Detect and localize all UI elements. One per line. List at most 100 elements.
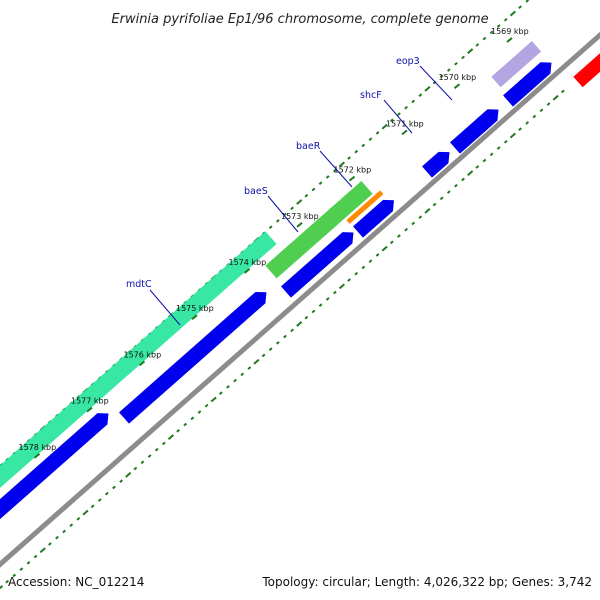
inner-dot — [411, 221, 416, 226]
gene-label-baeR[interactable]: baeR — [296, 141, 321, 152]
inner-dot — [69, 523, 74, 527]
inner-dot — [325, 297, 330, 301]
outer-dot — [354, 149, 359, 154]
inner-dot — [489, 152, 494, 157]
cds-arrow-shape — [353, 199, 394, 238]
inner-dot — [532, 114, 537, 119]
cds-arrow-shape — [422, 151, 450, 178]
inner-dot — [125, 471, 132, 478]
inner-dot — [161, 441, 166, 446]
outer-dot — [389, 118, 394, 123]
inner-dot — [304, 315, 309, 320]
inner-dot — [467, 170, 474, 177]
outer-dot — [482, 36, 487, 41]
inner-dot — [332, 290, 337, 295]
feature-band-lavender-shape — [491, 41, 542, 88]
inner-dot — [461, 177, 465, 182]
outer-dot — [411, 99, 416, 104]
outer-dot — [375, 131, 380, 135]
chromosome-backbone — [0, 31, 600, 568]
inner-dot — [496, 146, 501, 150]
gene-leader-line — [149, 289, 181, 326]
tick-mark — [191, 314, 198, 320]
inner-dot — [296, 321, 303, 327]
inner-dot — [381, 245, 388, 252]
inner-dot — [475, 165, 480, 169]
outer-dot — [347, 156, 351, 160]
inner-dot — [261, 353, 266, 358]
gene-label-shcF[interactable]: shcF — [360, 90, 382, 101]
outer-dot — [268, 225, 273, 229]
cds-arrow — [503, 62, 552, 107]
inner-dot — [389, 240, 394, 245]
inner-dot — [55, 535, 59, 540]
outer-dot — [332, 168, 337, 173]
gene-leader-line — [267, 195, 299, 233]
outer-dot — [404, 105, 408, 110]
cds-arrow — [353, 199, 394, 238]
tick-label: 1577 kbp — [71, 397, 109, 406]
inner-dot — [446, 190, 451, 194]
inner-dot — [90, 504, 95, 509]
cds-arrow-shape — [450, 109, 499, 154]
tick-label: 1572 kbp — [334, 166, 372, 175]
cds-arrow-shape — [281, 232, 354, 298]
cds-arrow-shape — [119, 291, 267, 424]
gene-label-track: eop3 shcF baeR baeS mdtC — [126, 56, 453, 326]
inner-dot — [39, 547, 46, 554]
outer-dot — [361, 143, 366, 148]
inner-dot — [318, 303, 323, 307]
inner-dot — [97, 498, 102, 502]
feature-band-green-shape — [265, 180, 373, 279]
tick-mark — [296, 222, 303, 228]
tick-label: 1578 kbp — [19, 443, 57, 452]
tick-label: 1574 kbp — [229, 258, 267, 267]
gene-label-mdtC[interactable]: mdtC — [126, 279, 152, 290]
tick-label: 1575 kbp — [176, 304, 214, 313]
inner-dot — [218, 391, 223, 395]
inner-dot — [183, 422, 188, 427]
inner-dot — [82, 509, 89, 516]
tick-label: 1570 kbp — [439, 73, 477, 82]
outer-dot — [304, 193, 309, 198]
feature-band-orange — [346, 190, 384, 224]
inner-dot — [19, 567, 24, 571]
feature-band-lavender — [491, 41, 542, 88]
gene-label-eop3[interactable]: eop3 — [396, 56, 420, 67]
inner-dot — [147, 454, 152, 458]
cds-arrow — [281, 232, 354, 298]
inner-dot — [112, 485, 116, 490]
feature-band-red — [573, 50, 600, 88]
inner-dot — [210, 396, 217, 403]
inner-dot — [197, 410, 202, 414]
inner-dot — [0, 585, 4, 590]
inner-dot — [482, 158, 487, 163]
cds-track — [0, 62, 552, 524]
outer-dot — [475, 43, 480, 47]
gene-label-baeS[interactable]: baeS — [244, 186, 268, 197]
feature-band-mint — [0, 231, 277, 496]
feature-band-green — [265, 180, 373, 279]
outer-dot — [518, 5, 522, 9]
inner-dot — [509, 132, 516, 139]
tick-mark — [33, 453, 41, 459]
outer-dot — [311, 187, 316, 192]
outer-dot — [489, 30, 494, 35]
inner-dot — [154, 447, 159, 452]
tick-mark — [86, 406, 93, 413]
tick-label: 1569 kbp — [491, 27, 529, 36]
gene-leader-line — [383, 99, 413, 134]
inner-dot — [552, 94, 559, 101]
inner-dot — [518, 127, 522, 131]
feature-track — [0, 41, 600, 496]
outer-dot — [503, 17, 508, 22]
outer-dot — [290, 206, 294, 211]
accession-text: Accession: NC_012214 — [8, 575, 144, 589]
inner-dot — [26, 561, 31, 565]
map-title: Erwinia pyrifoliae Ep1/96 chromosome, co… — [111, 12, 488, 27]
tick-mark — [401, 129, 408, 136]
outer-dot — [368, 137, 373, 141]
inner-dot — [190, 416, 195, 421]
tick-mark — [348, 175, 356, 182]
